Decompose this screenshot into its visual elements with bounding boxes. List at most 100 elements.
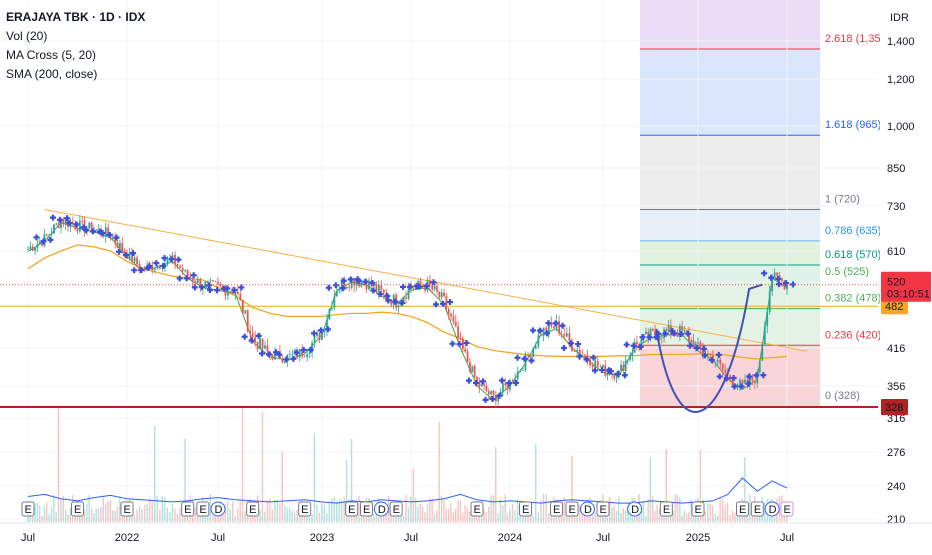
earnings-badge-letter: E	[569, 504, 576, 516]
volume-bar	[279, 502, 281, 522]
volume-bar	[654, 511, 656, 522]
symbol-title[interactable]: ERAJAYA TBK · 1D · IDX	[6, 10, 146, 24]
ma-cross-marker	[311, 330, 317, 337]
candle-body	[271, 354, 274, 360]
candle-body	[719, 359, 722, 364]
candle-body	[589, 359, 591, 366]
ma-cross-marker	[146, 263, 153, 270]
fibonacci-retracement[interactable]	[640, 0, 820, 408]
candle-body	[97, 228, 100, 230]
chart-legend: ERAJAYA TBK · 1D · IDX Vol (20) MA Cross…	[6, 8, 145, 84]
dividend-badge-letter: D	[769, 504, 777, 516]
volume-bar	[133, 514, 136, 522]
candle-body	[281, 359, 284, 363]
candle-body	[104, 227, 107, 237]
volume-bar	[266, 500, 269, 522]
volume-bar	[229, 509, 231, 522]
volume-bar	[410, 496, 412, 522]
ma-cross-marker	[623, 341, 630, 348]
candle-body	[492, 390, 495, 395]
volume-bar	[591, 515, 594, 522]
price-tick-label: 240	[887, 481, 905, 493]
candle-body	[658, 337, 661, 340]
volume-bar	[156, 495, 158, 522]
candle-body	[506, 385, 509, 390]
indicator-sma-label[interactable]: SMA (200, close)	[6, 67, 98, 81]
price-tick-label: 730	[887, 201, 905, 213]
candle-body	[724, 369, 727, 373]
candle-body	[335, 291, 338, 297]
volume-bar	[443, 499, 445, 522]
candle-body	[326, 319, 328, 331]
volume-ma-line	[27, 477, 788, 504]
candle-body	[550, 323, 553, 327]
volume-bar	[291, 510, 293, 522]
ma-cross-marker	[447, 298, 453, 305]
candle-body	[239, 294, 242, 300]
volume-bar	[495, 447, 497, 522]
earnings-badge-letter: E	[522, 504, 529, 516]
cup-pattern-curve[interactable]	[655, 283, 763, 413]
indicator-volume-label[interactable]: Vol (20)	[6, 29, 48, 43]
earnings-badge	[750, 501, 764, 517]
candle-body	[447, 308, 450, 314]
support-level-text: 328	[885, 402, 903, 414]
earnings-badge	[196, 501, 210, 517]
ma-cross-marker	[57, 216, 63, 223]
indicator-ma-cross-label[interactable]: MA Cross (5, 20)	[6, 48, 97, 62]
candle-body	[414, 286, 417, 289]
volume-bar	[688, 512, 690, 522]
earnings-badge	[596, 501, 610, 517]
candle-body	[156, 265, 159, 269]
ma-cross-marker	[138, 267, 145, 274]
candle-body	[392, 294, 395, 305]
candle-body	[647, 331, 650, 339]
earnings-badge	[181, 501, 195, 517]
candle-body	[547, 323, 550, 333]
volume-bar	[469, 511, 471, 522]
volume-bar	[429, 498, 431, 522]
volume-bar	[712, 505, 714, 522]
candle-body	[611, 373, 613, 375]
fib-label-0.236: 0.236 (420)	[825, 329, 881, 341]
candle-body	[116, 242, 119, 248]
ma-cross-marker	[440, 300, 446, 307]
sma-value-text: 482	[885, 301, 903, 313]
candle-body	[729, 375, 732, 380]
ma-cross-marker	[630, 342, 637, 349]
candle-body	[716, 359, 719, 362]
fib-label-0: 0 (328)	[825, 390, 860, 402]
candle-body	[688, 333, 690, 343]
candle-body	[545, 327, 548, 333]
volume-bar	[271, 509, 274, 522]
volume-bar	[331, 498, 333, 522]
ma-cross-marker	[480, 378, 486, 385]
candle-body	[119, 242, 121, 248]
candle-body	[397, 305, 400, 308]
ma-cross-marker	[701, 352, 708, 359]
volume-bar	[116, 506, 119, 522]
volume-bar	[196, 513, 199, 522]
candle-body	[330, 307, 333, 310]
volume-bar	[578, 505, 581, 522]
candle-body	[428, 279, 431, 285]
ma-cross-marker	[463, 340, 470, 347]
ma-cross-marker	[506, 380, 512, 387]
time-axis[interactable]: Jul 2022 Jul 2023 Jul 2024 Jul 2025 Jul	[0, 522, 932, 544]
volume-bar	[751, 515, 753, 522]
volume-bar	[286, 507, 288, 522]
candle-body	[620, 364, 622, 371]
volume-bar	[651, 496, 654, 522]
ma-cross-marker	[544, 330, 550, 337]
volume-bar	[716, 515, 719, 522]
ma-cross-marker	[64, 215, 70, 222]
fib-band-0.786	[640, 209, 820, 241]
candle-body	[440, 292, 443, 298]
candle-body	[358, 281, 360, 287]
ma-cross-marker	[370, 287, 377, 294]
time-tick-label: 2023	[310, 532, 334, 544]
earnings-badge-letter: E	[249, 504, 256, 516]
